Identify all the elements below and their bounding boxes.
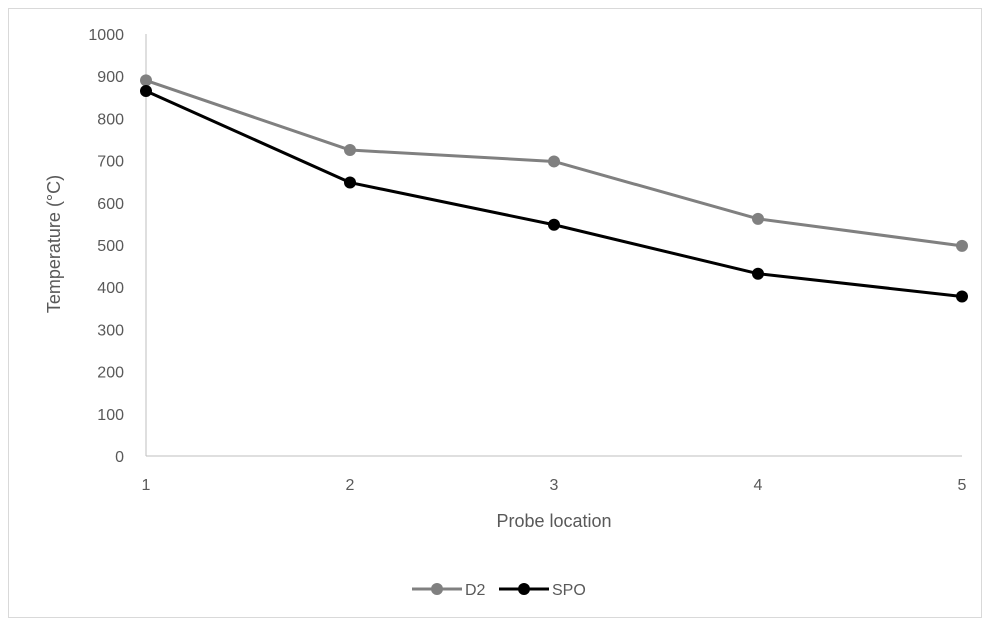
y-tick-label: 800 — [97, 111, 124, 128]
data-point-spo — [752, 267, 764, 280]
data-point-spo — [548, 218, 560, 231]
data-point-d2 — [548, 155, 560, 168]
x-tick-label: 4 — [754, 477, 763, 494]
legend-marker-d2 — [431, 583, 443, 595]
legend-label-d2: D2 — [465, 582, 486, 599]
y-tick-label: 700 — [97, 154, 124, 171]
data-point-d2 — [140, 74, 152, 87]
data-point-spo — [140, 84, 152, 97]
data-point-d2 — [752, 212, 764, 225]
legend-label-spo: SPO — [552, 582, 586, 599]
series-layer — [140, 74, 968, 303]
data-point-spo — [344, 176, 356, 189]
chart-area — [8, 8, 982, 618]
data-point-spo — [956, 290, 968, 303]
legend: D2 SPO — [412, 582, 586, 599]
y-tick-label: 300 — [97, 322, 124, 339]
y-tick-label: 100 — [97, 407, 124, 424]
y-tick-label: 600 — [97, 196, 124, 213]
y-tick-label: 400 — [97, 280, 124, 297]
y-tick-label: 1000 — [88, 27, 124, 44]
y-tick-label: 900 — [97, 69, 124, 86]
data-point-d2 — [956, 239, 968, 252]
x-tick-label: 2 — [346, 477, 355, 494]
x-tick-label: 5 — [958, 477, 967, 494]
y-tick-label: 200 — [97, 365, 124, 382]
x-axis-label: Probe location — [496, 511, 611, 531]
x-tick-labels: 1 2 3 4 5 — [142, 477, 967, 494]
data-point-d2 — [344, 144, 356, 157]
x-tick-label: 3 — [550, 477, 559, 494]
y-tick-labels: 0 100 200 300 400 500 600 700 800 900 1000 — [88, 27, 124, 466]
legend-marker-spo — [518, 583, 530, 595]
y-axis-label: Temperature (°C) — [44, 175, 64, 313]
y-tick-label: 500 — [97, 238, 124, 255]
axes — [145, 34, 962, 457]
y-tick-label: 0 — [115, 449, 124, 466]
x-tick-label: 1 — [142, 477, 151, 494]
